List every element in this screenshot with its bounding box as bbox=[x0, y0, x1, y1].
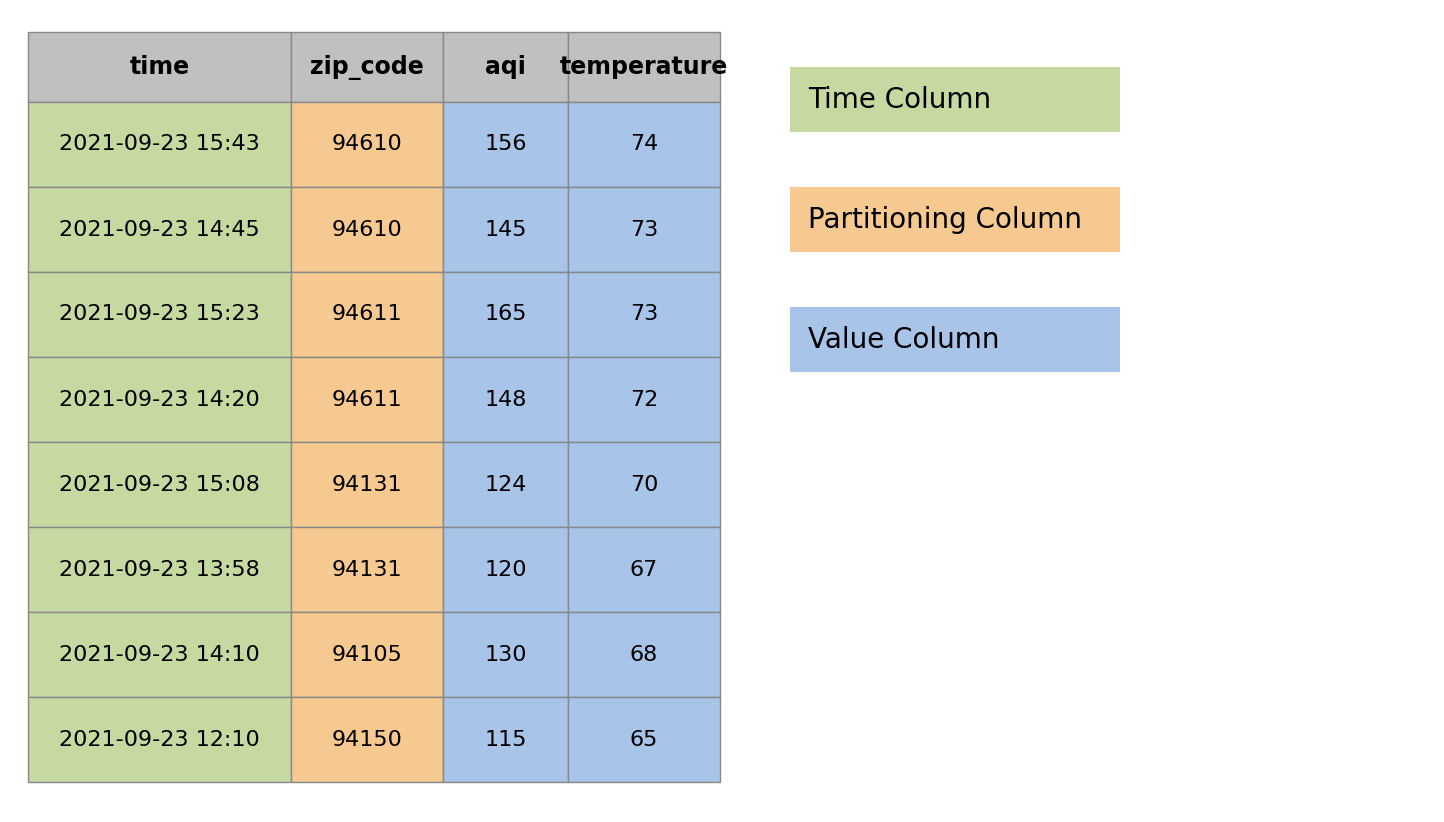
Bar bbox=[567, 272, 721, 357]
Bar bbox=[27, 697, 290, 782]
Text: 74: 74 bbox=[630, 135, 658, 155]
Text: 72: 72 bbox=[630, 390, 658, 409]
Text: 2021-09-23 15:43: 2021-09-23 15:43 bbox=[59, 135, 260, 155]
Text: 67: 67 bbox=[630, 560, 658, 580]
Bar bbox=[790, 307, 1121, 372]
Bar bbox=[290, 357, 443, 442]
Bar bbox=[790, 67, 1121, 132]
Text: 2021-09-23 14:10: 2021-09-23 14:10 bbox=[59, 644, 260, 664]
Text: 68: 68 bbox=[630, 644, 658, 664]
Bar bbox=[27, 612, 290, 697]
Bar bbox=[443, 697, 567, 782]
Text: 2021-09-23 13:58: 2021-09-23 13:58 bbox=[59, 560, 260, 580]
Bar bbox=[443, 357, 567, 442]
Bar bbox=[567, 32, 721, 102]
Bar bbox=[290, 187, 443, 272]
Bar bbox=[27, 32, 290, 102]
Bar bbox=[567, 442, 721, 527]
Text: 2021-09-23 15:23: 2021-09-23 15:23 bbox=[59, 304, 260, 325]
Text: 94150: 94150 bbox=[332, 729, 403, 750]
Bar bbox=[290, 612, 443, 697]
Bar bbox=[290, 102, 443, 187]
Text: zip_code: zip_code bbox=[310, 54, 425, 80]
Text: 94105: 94105 bbox=[332, 644, 403, 664]
Text: 2021-09-23 14:20: 2021-09-23 14:20 bbox=[59, 390, 260, 409]
Text: 165: 165 bbox=[484, 304, 527, 325]
Text: Partitioning Column: Partitioning Column bbox=[809, 206, 1082, 233]
Text: 65: 65 bbox=[630, 729, 658, 750]
Bar bbox=[290, 272, 443, 357]
Bar bbox=[443, 527, 567, 612]
Bar bbox=[290, 527, 443, 612]
Bar bbox=[290, 697, 443, 782]
Text: 94131: 94131 bbox=[332, 474, 403, 495]
Text: 73: 73 bbox=[630, 219, 658, 239]
Bar bbox=[443, 612, 567, 697]
Text: 124: 124 bbox=[484, 474, 527, 495]
Text: 156: 156 bbox=[484, 135, 527, 155]
Text: 94131: 94131 bbox=[332, 560, 403, 580]
Text: 70: 70 bbox=[630, 474, 658, 495]
Bar bbox=[567, 102, 721, 187]
Text: 94610: 94610 bbox=[332, 135, 403, 155]
Text: 115: 115 bbox=[484, 729, 527, 750]
Text: 2021-09-23 12:10: 2021-09-23 12:10 bbox=[59, 729, 260, 750]
Bar bbox=[27, 102, 290, 187]
Bar bbox=[790, 187, 1121, 252]
Bar bbox=[443, 442, 567, 527]
Bar bbox=[567, 697, 721, 782]
Bar bbox=[567, 527, 721, 612]
Bar bbox=[290, 32, 443, 102]
Text: 2021-09-23 14:45: 2021-09-23 14:45 bbox=[59, 219, 260, 239]
Bar bbox=[567, 612, 721, 697]
Text: aqi: aqi bbox=[485, 55, 526, 79]
Bar bbox=[27, 527, 290, 612]
Bar bbox=[27, 357, 290, 442]
Bar bbox=[27, 272, 290, 357]
Bar bbox=[443, 102, 567, 187]
Text: Time Column: Time Column bbox=[809, 85, 991, 113]
Text: Value Column: Value Column bbox=[809, 326, 999, 353]
Text: 120: 120 bbox=[484, 560, 527, 580]
Bar bbox=[567, 187, 721, 272]
Text: 130: 130 bbox=[484, 644, 527, 664]
Text: 2021-09-23 15:08: 2021-09-23 15:08 bbox=[59, 474, 260, 495]
Bar bbox=[443, 272, 567, 357]
Text: 145: 145 bbox=[484, 219, 527, 239]
Bar bbox=[567, 357, 721, 442]
Bar bbox=[443, 32, 567, 102]
Text: 148: 148 bbox=[484, 390, 527, 409]
Bar bbox=[27, 187, 290, 272]
Text: time: time bbox=[130, 55, 189, 79]
Bar bbox=[443, 187, 567, 272]
Text: 73: 73 bbox=[630, 304, 658, 325]
Text: 94611: 94611 bbox=[332, 304, 403, 325]
Bar bbox=[27, 442, 290, 527]
Text: 94611: 94611 bbox=[332, 390, 403, 409]
Text: temperature: temperature bbox=[560, 55, 728, 79]
Bar bbox=[290, 442, 443, 527]
Text: 94610: 94610 bbox=[332, 219, 403, 239]
